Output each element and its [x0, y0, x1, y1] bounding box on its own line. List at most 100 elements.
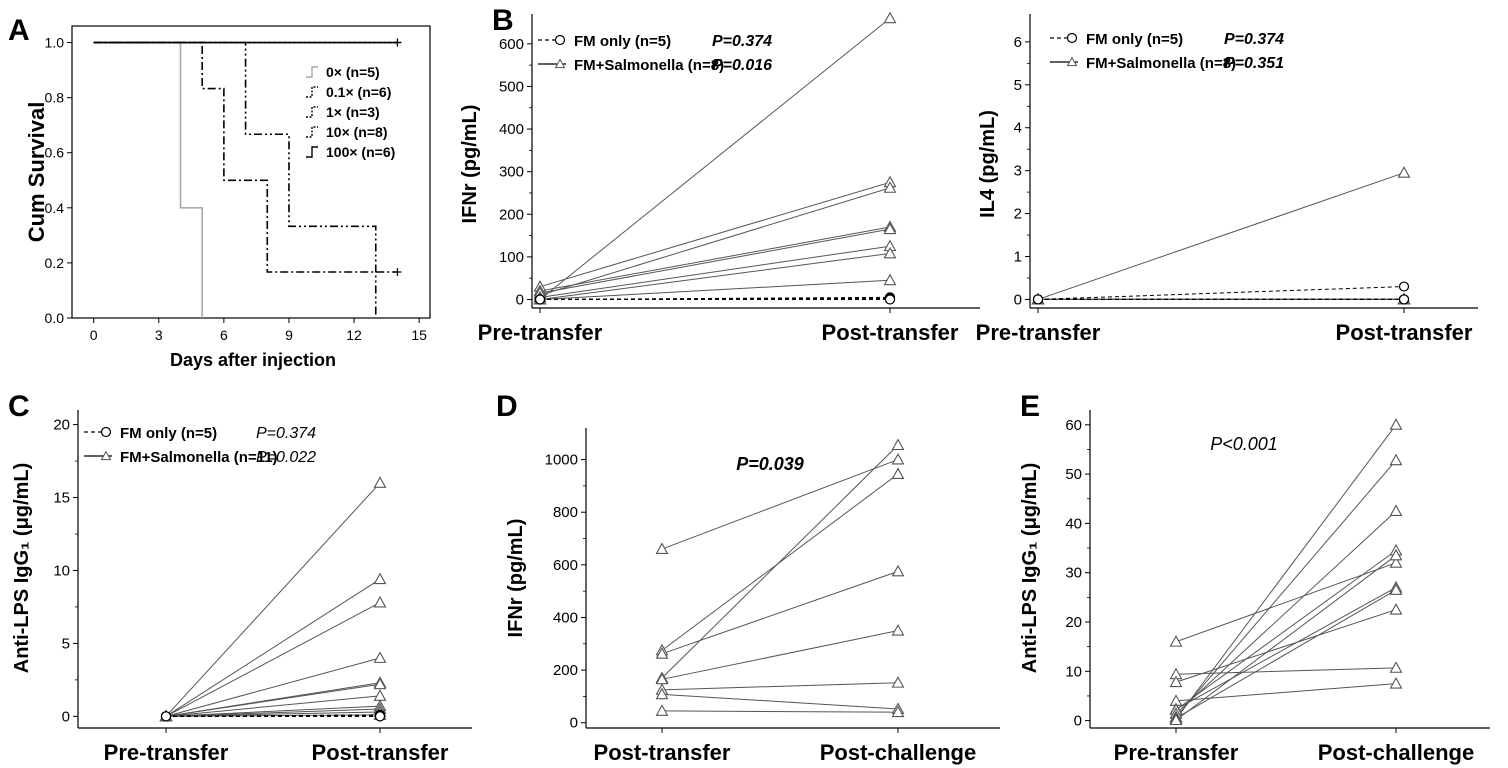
panel-b2-legend-label: FM+Salmonella (n=8)	[1086, 55, 1236, 72]
panel-a-xlabel: Days after injection	[170, 350, 336, 370]
panel-b1-point-triangle	[883, 11, 897, 24]
panel-b2-category-label: Pre-transfer	[976, 320, 1101, 345]
panel-c-legend-label: FM+Salmonella (n=11)	[120, 449, 278, 466]
panel-b2-series	[1031, 166, 1411, 305]
panel-d-pair-line	[661, 459, 899, 550]
panel-e-ytick-label: 60	[1065, 417, 1082, 434]
panel-c-ytick-label: 15	[53, 490, 70, 507]
panel-b2-pair-line	[1037, 286, 1405, 300]
panel-b1-pair-line	[539, 17, 891, 300]
panel-b2: 0 1 2 3 4 5 6 Pre-transfer Post-transfer IL4 (p…	[976, 14, 1478, 345]
panel-b2-ytick-label: 5	[1014, 77, 1022, 94]
panel-d-point-triangle	[891, 676, 905, 688]
panel-e-point-triangle	[1389, 548, 1403, 561]
panel-d-point-triangle	[655, 542, 669, 555]
panel-d-pvalue: P=0.039	[736, 454, 804, 474]
panel-b1-ylabel: IFNr (pg/mL)	[459, 105, 481, 224]
panel-a-legend-swatch	[306, 86, 318, 98]
panel-c-series	[159, 476, 387, 722]
panel-b2-ytick-label: 4	[1014, 120, 1022, 137]
panel-c-legend-triangle	[100, 450, 112, 461]
panel-e-point-triangle	[1389, 661, 1403, 673]
panel-a-ytick-label: 1.0	[45, 35, 65, 51]
panel-c-point-triangle	[373, 476, 387, 488]
panel-d-point-triangle	[891, 467, 905, 480]
panel-e-category-label: Pre-transfer	[1114, 740, 1239, 765]
panel-e-pair-line	[1175, 550, 1397, 711]
panel-c-pair-line	[165, 602, 381, 717]
panel-c-point-triangle	[373, 595, 387, 608]
panel-b1-legend-pvalue: P=0.016	[712, 57, 772, 74]
panel-a-legend-label: 0× (n=5)	[326, 64, 380, 80]
panel-a-ytick-label: 0.8	[45, 90, 65, 106]
panel-b2-legend-label: FM only (n=5)	[1086, 31, 1183, 48]
panel-e-ytick-label: 0	[1074, 713, 1082, 730]
panel-e-point-triangle	[1389, 676, 1403, 689]
panel-c-pair-line	[165, 482, 381, 717]
panel-d-pair-line	[661, 630, 899, 680]
panel-b-label: B	[492, 4, 514, 37]
panel-e: E 0 10 20 30 40 50 60 Pre-transfer Post-challen…	[1019, 390, 1490, 765]
panel-b2-point-circle	[1398, 281, 1410, 292]
panel-a-legend-swatch	[306, 66, 318, 78]
panel-b2-ylabel: IL4 (pg/mL)	[977, 110, 999, 218]
panel-e-point-triangle	[1169, 713, 1183, 726]
panel-a-ytick-label: 0.0	[45, 310, 65, 326]
panel-b1-point-triangle	[883, 246, 897, 259]
panel-e-point-triangle	[1389, 556, 1403, 568]
panel-d-ytick-label: 600	[553, 557, 578, 574]
panel-b1-series	[533, 11, 897, 305]
panel-e-pair-line	[1175, 589, 1397, 719]
panel-b1-x-categories: Pre-transfer Post-transfer	[478, 308, 959, 345]
panel-e-y-ticks: 0 10 20 30 40 50 60	[1065, 417, 1090, 730]
panel-b1-legend-label: FM+Salmonella (n=8)	[574, 57, 724, 74]
panel-b2-ytick-label: 1	[1014, 248, 1022, 265]
panel-d-series	[655, 438, 905, 718]
panel-c-category-label: Pre-transfer	[104, 740, 229, 765]
panel-a-legend-label: 10× (n=8)	[326, 124, 387, 140]
panel-e-pair-line	[1175, 510, 1397, 715]
panel-c-legend-pvalue: P=0.022	[256, 449, 316, 466]
panel-e-point-triangle	[1389, 453, 1403, 466]
panel-c-y-ticks: 0 5 10 15 20	[53, 417, 78, 725]
panel-e-ytick-label: 40	[1065, 515, 1082, 532]
panel-d-point-triangle	[891, 564, 905, 577]
panel-e-pair-line	[1175, 424, 1397, 720]
panel-d-point-triangle	[655, 687, 669, 700]
panel-c-point-triangle	[373, 572, 387, 585]
panel-e-point-triangle	[1389, 504, 1403, 517]
panel-b2-category-label: Post-transfer	[1336, 320, 1473, 345]
panel-c-pair-line	[165, 683, 381, 717]
panel-d-point-triangle	[655, 647, 669, 659]
panel-c-ytick-label: 5	[62, 635, 70, 652]
panel-d-point-triangle	[891, 438, 905, 451]
panel-a-xtick-label: 12	[346, 327, 362, 343]
panel-b1-legend-label: FM only (n=5)	[574, 33, 671, 50]
panel-e-point-triangle	[1169, 675, 1183, 688]
panel-b1-pair-line	[539, 245, 891, 298]
panel-d-category-label: Post-challenge	[820, 740, 976, 765]
panel-a-legend-swatch	[306, 146, 318, 158]
panel-a: A 0.0 0.2 0.4 0.6 0.8 1.0 0 3 6 9 12 15 Days after…	[8, 14, 431, 370]
panel-a-censor-mark	[393, 267, 402, 276]
panel-e-pair-line	[1175, 562, 1397, 643]
panel-a-xtick-label: 6	[220, 327, 228, 343]
panel-c-category-label: Post-transfer	[312, 740, 449, 765]
panel-e-point-triangle	[1389, 603, 1403, 615]
panel-b1-point-circle	[884, 294, 896, 305]
panel-b1-category-label: Pre-transfer	[478, 320, 603, 345]
panel-a-ytick-label: 0.6	[45, 145, 65, 161]
panel-b1-pair-line	[539, 226, 891, 292]
panel-d-pair-line	[661, 710, 899, 713]
panel-b1-ytick-label: 200	[499, 206, 524, 223]
panel-b2-legend-pvalue: P=0.351	[1224, 55, 1284, 72]
panel-a-y-ticks: 0.0 0.2 0.4 0.6 0.8 1.0	[45, 35, 72, 326]
panel-b1: B 0 100 200 300 400 500 600 Pre-transfer Post-t…	[459, 4, 980, 345]
panel-a-x-ticks: 0 3 6 9 12 15	[90, 318, 427, 343]
panel-c: C 0 5 10 15 20 Pre-transfer Post-transfer Ant…	[8, 390, 472, 765]
panel-b1-ytick-label: 300	[499, 164, 524, 181]
panel-e-ytick-label: 30	[1065, 565, 1082, 582]
panel-c-legend: FM only (n=5) P=0.374 FM+Salmonella (n=11)…	[84, 425, 316, 466]
panel-b1-ytick-label: 100	[499, 249, 524, 266]
